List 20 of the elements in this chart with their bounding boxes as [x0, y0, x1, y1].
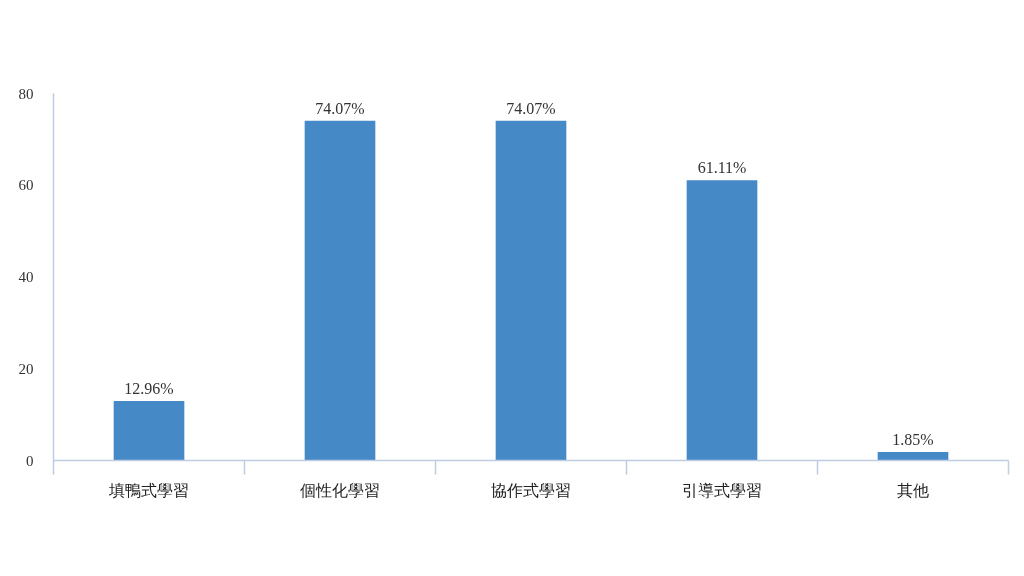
- data-label: 61.11%: [697, 159, 747, 177]
- x-tick-label: 協作式學習: [491, 480, 571, 500]
- bar: [113, 401, 185, 461]
- bar: [495, 120, 567, 461]
- y-tick-label: 80: [18, 85, 34, 102]
- bar: [877, 452, 949, 461]
- data-label: 1.85%: [892, 431, 934, 449]
- x-tick-label: 引導式學習: [682, 480, 762, 500]
- bar: [304, 120, 376, 461]
- y-tick-label: 0: [26, 452, 34, 469]
- data-label: 74.07%: [506, 99, 556, 117]
- x-tick-label: 其他: [897, 480, 929, 500]
- y-tick-label: 40: [18, 269, 34, 285]
- data-label: 74.07%: [315, 99, 365, 117]
- data-label: 12.96%: [124, 380, 174, 398]
- y-tick-label: 60: [18, 177, 34, 194]
- x-tick-label: 填鴨式學習: [108, 480, 189, 500]
- bar: [686, 180, 758, 461]
- x-tick-label: 個性化學習: [300, 480, 380, 500]
- y-tick-label: 20: [18, 360, 34, 377]
